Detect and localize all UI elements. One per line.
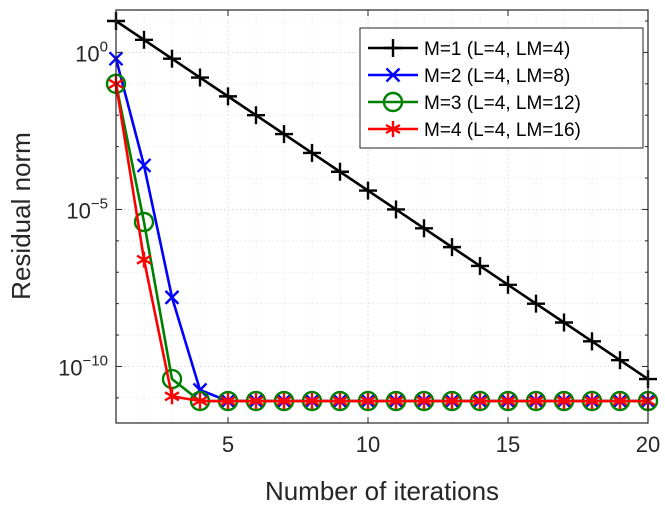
legend-item-4: M=4 (L=4, LM=16) (368, 120, 581, 141)
legend-marker (385, 121, 401, 137)
series-4-point (528, 393, 544, 410)
series-4-point (472, 393, 488, 410)
series-2-point (136, 158, 152, 173)
legend-item-2: M=2 (L=4, LM=8) (368, 66, 570, 87)
series-1-point (247, 106, 265, 125)
series-4-point (332, 393, 348, 410)
series-4-line (114, 83, 648, 403)
series-1-point (499, 275, 517, 294)
series-1 (107, 11, 657, 389)
series-1-point (555, 313, 573, 332)
y-tick-label: 10−10 (58, 352, 108, 380)
series-4-point (248, 393, 264, 410)
series-4 (108, 75, 656, 410)
series-1-point (303, 143, 321, 162)
x-tick-label: 15 (496, 432, 520, 457)
series-1-point (387, 200, 405, 219)
series-1-point (359, 181, 377, 200)
series-1-point (135, 30, 153, 49)
series-4-point (304, 393, 320, 410)
legend-marker (382, 91, 404, 113)
series-4-point (164, 388, 180, 405)
series-1-point (611, 351, 629, 370)
series-4-point (584, 393, 600, 410)
series-1-point (527, 294, 545, 313)
legend-marker (385, 67, 401, 83)
legend-label: M=1 (L=4, LM=4) (424, 39, 570, 60)
series-4-point (612, 393, 628, 410)
legend-item-1: M=1 (L=4, LM=4) (368, 39, 570, 60)
series-1-point (331, 162, 349, 181)
legend: M=1 (L=4, LM=4) M=2 (L=4, LM=8) M=3 (L=4, … (359, 27, 644, 149)
x-tick-label: 20 (636, 432, 660, 457)
legend-marker (384, 39, 402, 57)
series-4-point (556, 393, 572, 410)
series-1-point (275, 125, 293, 144)
plot-frame (115, 9, 649, 424)
series-1-point (219, 87, 237, 106)
series-4-point (416, 393, 432, 410)
series-3-point (133, 211, 155, 233)
series-4-point (388, 393, 404, 410)
ticks: 5 10 15 20 100 10−5 10−10 (58, 10, 660, 457)
series-1-point (471, 256, 489, 275)
y-tick-label: 100 (75, 38, 108, 66)
y-axis-label: Residual norm (6, 132, 36, 300)
x-tick-label: 10 (356, 432, 380, 457)
x-tick-label: 5 (222, 432, 234, 457)
series-4-point (192, 393, 208, 410)
series-4-point (444, 393, 460, 410)
series-4-point (136, 251, 152, 268)
legend-item-3: M=3 (L=4, LM=12) (368, 91, 581, 114)
series-4-point (500, 393, 516, 410)
series-4-point (220, 393, 236, 410)
series-1-point (191, 68, 209, 87)
series-2-point (164, 290, 180, 305)
series-1-line (115, 19, 649, 381)
legend-label: M=3 (L=4, LM=12) (424, 93, 581, 114)
legend-label: M=2 (L=4, LM=8) (424, 66, 570, 87)
series-group (105, 11, 659, 412)
series-3-point (161, 368, 183, 390)
series-1-point (583, 332, 601, 351)
series-1-point (443, 238, 461, 257)
y-tick-label: 10−5 (66, 195, 108, 223)
x-axis-label: Number of iterations (265, 476, 499, 506)
series-4-point (276, 393, 292, 410)
series-1-point (163, 49, 181, 68)
series-1-point (415, 219, 433, 238)
legend-label: M=4 (L=4, LM=16) (424, 120, 581, 141)
series-4-point (360, 393, 376, 410)
